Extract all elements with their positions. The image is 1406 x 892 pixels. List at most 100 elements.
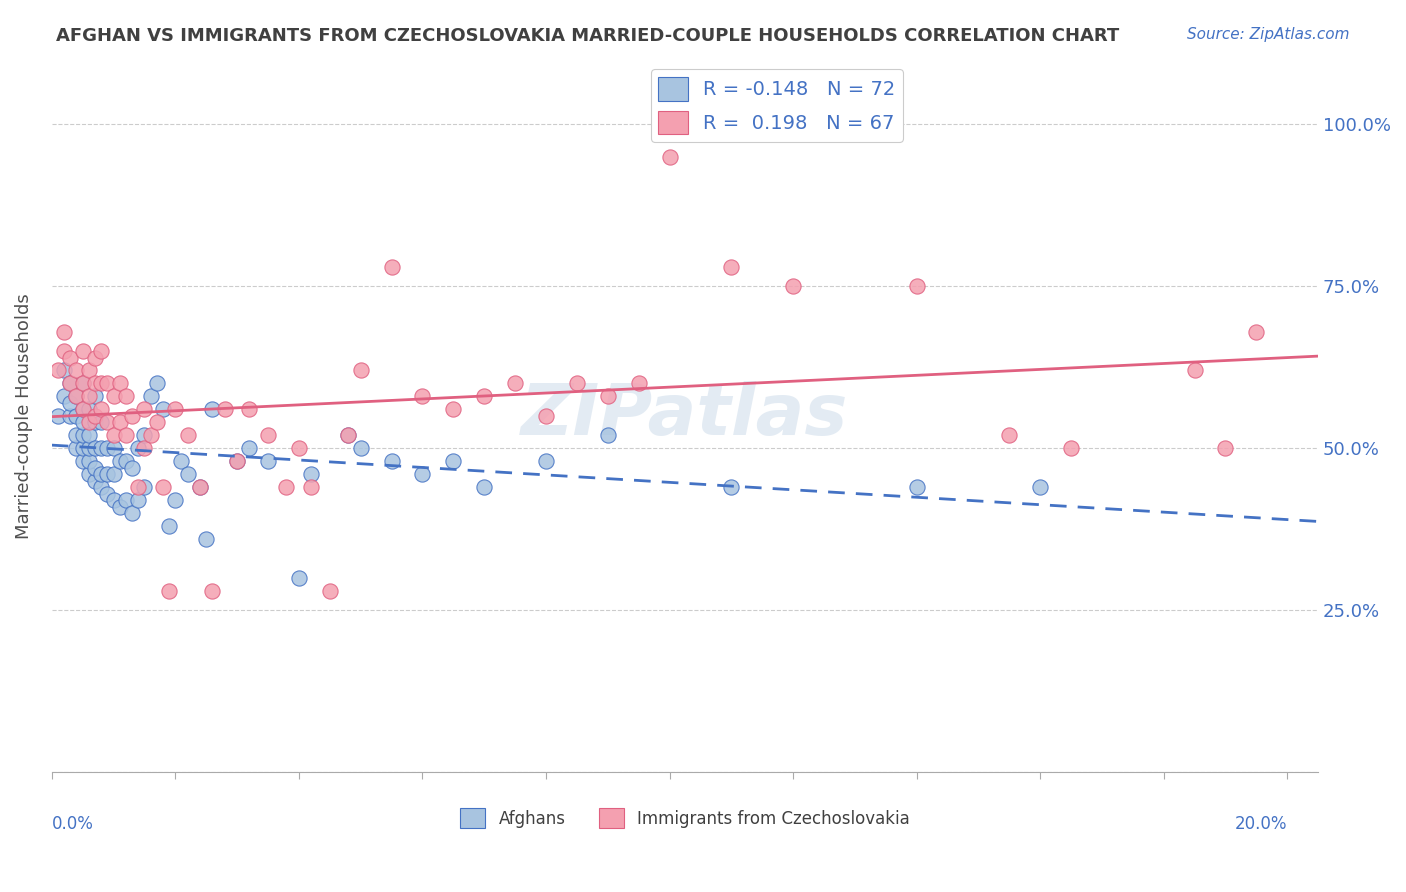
Point <box>349 363 371 377</box>
Point <box>152 480 174 494</box>
Point <box>134 480 156 494</box>
Point <box>72 428 94 442</box>
Point <box>65 441 87 455</box>
Point <box>238 441 260 455</box>
Point <box>84 474 107 488</box>
Point <box>201 583 224 598</box>
Point <box>998 428 1021 442</box>
Point <box>77 428 100 442</box>
Point <box>134 402 156 417</box>
Point <box>121 409 143 423</box>
Point <box>84 409 107 423</box>
Point <box>84 441 107 455</box>
Point <box>226 454 249 468</box>
Point <box>96 415 118 429</box>
Point <box>90 415 112 429</box>
Point <box>72 344 94 359</box>
Point <box>65 363 87 377</box>
Point <box>337 428 360 442</box>
Point <box>257 454 280 468</box>
Point <box>380 260 402 274</box>
Point <box>115 454 138 468</box>
Point <box>188 480 211 494</box>
Point <box>214 402 236 417</box>
Point <box>46 363 69 377</box>
Point <box>134 441 156 455</box>
Point <box>176 467 198 482</box>
Point <box>96 376 118 391</box>
Point <box>90 344 112 359</box>
Point <box>53 325 76 339</box>
Point <box>1215 441 1237 455</box>
Point <box>472 389 495 403</box>
Point <box>77 389 100 403</box>
Point <box>1184 363 1206 377</box>
Point <box>90 480 112 494</box>
Point <box>108 415 131 429</box>
Point <box>720 260 742 274</box>
Point <box>299 480 322 494</box>
Point <box>165 493 187 508</box>
Point <box>627 376 650 391</box>
Point <box>72 454 94 468</box>
Point <box>380 454 402 468</box>
Point <box>90 441 112 455</box>
Point <box>72 402 94 417</box>
Point <box>565 376 588 391</box>
Point <box>299 467 322 482</box>
Point <box>108 500 131 514</box>
Point <box>72 402 94 417</box>
Point <box>53 363 76 377</box>
Point <box>134 428 156 442</box>
Point <box>288 441 311 455</box>
Point <box>53 389 76 403</box>
Point <box>176 428 198 442</box>
Point <box>84 460 107 475</box>
Point <box>90 402 112 417</box>
Legend: Afghans, Immigrants from Czechoslovakia: Afghans, Immigrants from Czechoslovakia <box>453 801 917 835</box>
Point <box>103 467 125 482</box>
Point <box>170 454 193 468</box>
Point <box>77 415 100 429</box>
Point <box>195 532 218 546</box>
Point <box>77 467 100 482</box>
Point <box>534 409 557 423</box>
Point <box>1060 441 1083 455</box>
Point <box>782 279 804 293</box>
Point <box>103 441 125 455</box>
Point <box>65 409 87 423</box>
Point <box>411 467 433 482</box>
Point <box>115 493 138 508</box>
Text: ZIPatlas: ZIPatlas <box>522 381 849 450</box>
Point <box>115 428 138 442</box>
Point <box>152 402 174 417</box>
Point <box>905 279 928 293</box>
Text: Source: ZipAtlas.com: Source: ZipAtlas.com <box>1187 27 1350 42</box>
Point <box>596 428 619 442</box>
Point <box>534 454 557 468</box>
Point <box>127 441 149 455</box>
Point <box>157 519 180 533</box>
Point <box>108 454 131 468</box>
Point <box>59 351 82 365</box>
Text: 0.0%: 0.0% <box>52 814 94 833</box>
Point <box>503 376 526 391</box>
Point <box>337 428 360 442</box>
Point <box>84 415 107 429</box>
Point <box>96 467 118 482</box>
Point <box>139 428 162 442</box>
Point <box>165 402 187 417</box>
Point <box>257 428 280 442</box>
Point <box>905 480 928 494</box>
Point <box>411 389 433 403</box>
Point <box>103 493 125 508</box>
Point <box>145 415 167 429</box>
Point <box>59 376 82 391</box>
Point <box>596 389 619 403</box>
Point <box>90 376 112 391</box>
Point <box>103 389 125 403</box>
Point <box>72 376 94 391</box>
Point <box>96 486 118 500</box>
Point <box>188 480 211 494</box>
Point <box>226 454 249 468</box>
